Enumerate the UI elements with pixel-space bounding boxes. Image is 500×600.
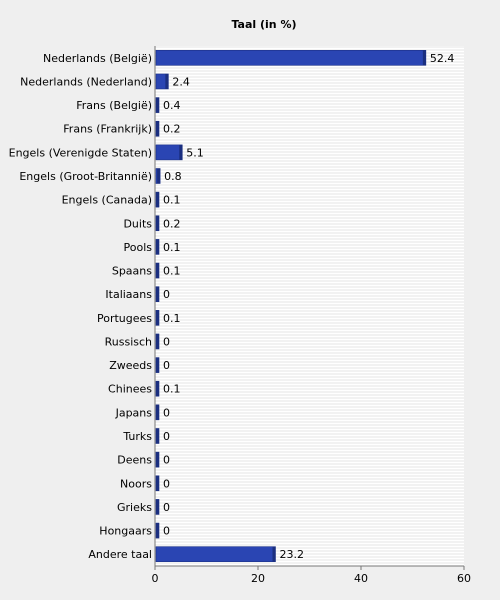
bar-edge — [156, 523, 159, 539]
chart-title: Taal (in %) — [231, 18, 296, 31]
category-label: Noors — [120, 477, 152, 490]
value-label: 0.1 — [163, 194, 181, 207]
category-label: Engels (Canada) — [62, 194, 152, 207]
category-label: Spaans — [112, 265, 152, 278]
bar-edge — [156, 499, 159, 515]
value-label: 0 — [163, 430, 170, 443]
category-label: Frans (Frankrijk) — [63, 123, 152, 136]
category-label: Italiaans — [105, 288, 152, 301]
bar-edge — [272, 546, 276, 562]
value-label: 0 — [163, 406, 170, 419]
value-label: 23.2 — [279, 548, 304, 561]
bar-edge — [156, 121, 159, 137]
category-label: Frans (België) — [76, 99, 152, 112]
bar-edge — [156, 381, 159, 397]
category-label: Engels (Verenigde Staten) — [9, 146, 152, 159]
value-label: 0.4 — [163, 99, 181, 112]
bar-edge — [156, 475, 159, 491]
value-label: 0.1 — [163, 241, 181, 254]
value-label: 5.1 — [186, 146, 204, 159]
category-label: Japans — [115, 406, 153, 419]
category-label: Nederlands (Nederland) — [20, 75, 152, 88]
category-label: Turks — [122, 430, 152, 443]
x-tick-label: 20 — [251, 572, 265, 585]
value-label: 52.4 — [430, 52, 455, 65]
category-label: Nederlands (België) — [43, 52, 152, 65]
category-label: Portugees — [97, 312, 152, 325]
bar-edge — [156, 404, 159, 420]
bar-edge — [156, 239, 159, 255]
value-label: 0.1 — [163, 312, 181, 325]
bar-edge — [156, 263, 159, 279]
bar-edge — [422, 50, 426, 66]
category-label: Andere taal — [88, 548, 152, 561]
value-label: 0 — [163, 477, 170, 490]
category-labels: Nederlands (België) Nederlands (Nederland… — [9, 52, 153, 561]
category-label: Chinees — [108, 383, 152, 396]
bars-group — [155, 50, 427, 562]
x-tick-label: 60 — [457, 572, 471, 585]
bar-edge — [156, 310, 159, 326]
x-axis-ticks: 0 20 40 60 — [152, 566, 471, 585]
category-label: Engels (Groot-Britannië) — [19, 170, 152, 183]
category-label: Deens — [117, 454, 152, 467]
value-label: 0.2 — [163, 217, 181, 230]
bar-edge — [179, 144, 183, 160]
bar-edge — [157, 168, 161, 184]
bar-edge — [156, 452, 159, 468]
value-label: 0.1 — [163, 383, 181, 396]
value-label: 0 — [163, 525, 170, 538]
bar-edge — [156, 215, 159, 231]
bar-edge — [156, 357, 159, 373]
value-labels: 52.4 2.4 0.4 0.2 5.1 0.8 0.1 0.2 0.1 0.1 0 0.1 0 0 0.1… — [163, 52, 454, 561]
value-label: 0.1 — [163, 265, 181, 278]
value-label: 0 — [163, 454, 170, 467]
bar-edge — [165, 73, 169, 89]
value-label: 0.8 — [164, 170, 182, 183]
bar — [155, 50, 427, 66]
value-label: 0 — [163, 501, 170, 514]
category-label: Russisch — [105, 335, 152, 348]
value-label: 2.4 — [172, 75, 190, 88]
bar-edge — [156, 192, 159, 208]
bar-edge — [156, 428, 159, 444]
bar — [155, 144, 183, 161]
value-label: 0 — [163, 335, 170, 348]
category-label: Grieks — [117, 501, 152, 514]
bar-edge — [156, 286, 159, 302]
value-label: 0.2 — [163, 123, 181, 136]
grid-stripes — [155, 46, 464, 564]
bar-edge — [156, 97, 159, 113]
value-label: 0 — [163, 288, 170, 301]
bar-edge — [156, 333, 159, 349]
category-label: Hongaars — [99, 525, 152, 538]
category-label: Pools — [124, 241, 153, 254]
x-tick-label: 0 — [152, 572, 159, 585]
bar — [155, 546, 276, 562]
value-label: 0 — [163, 359, 170, 372]
category-label: Duits — [123, 217, 152, 230]
category-label: Zweeds — [109, 359, 152, 372]
x-tick-label: 40 — [354, 572, 368, 585]
